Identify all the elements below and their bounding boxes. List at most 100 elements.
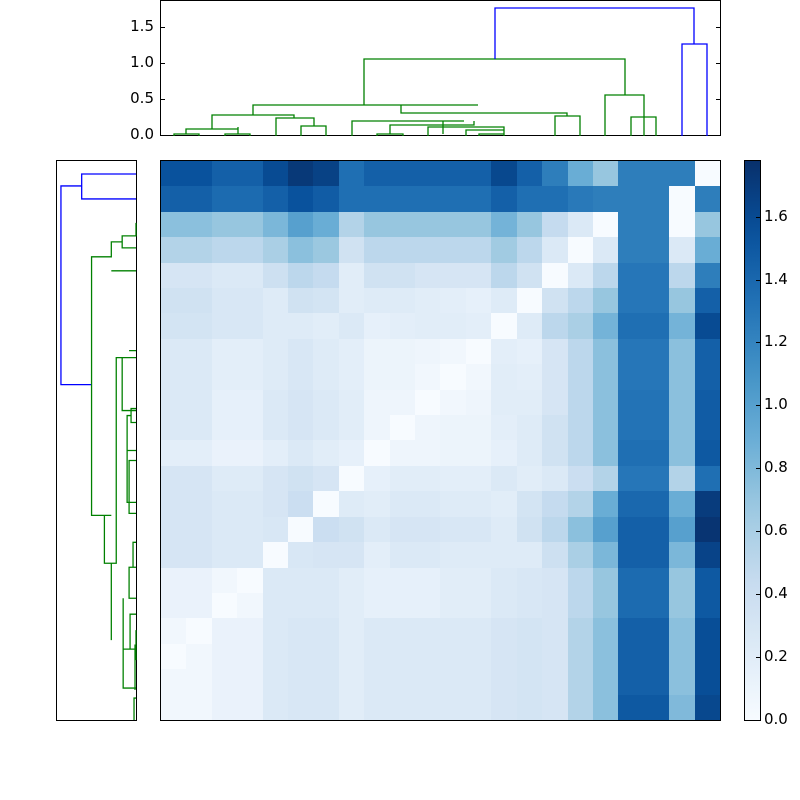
- heatmap-cell: [669, 338, 695, 365]
- heatmap-cell: [643, 211, 670, 238]
- heatmap-cell: [542, 237, 568, 263]
- heatmap-cell: [516, 186, 543, 212]
- heatmap-cell: [491, 618, 517, 644]
- heatmap-cell: [516, 592, 543, 619]
- heatmap-cell: [491, 567, 517, 593]
- heatmap-cell: [186, 389, 212, 416]
- heatmap-cell: [262, 542, 289, 568]
- heatmap-cell: [491, 669, 517, 695]
- heatmap-cell: [338, 186, 365, 212]
- heatmap-cell: [669, 237, 695, 263]
- heatmap-cell: [618, 415, 644, 441]
- heatmap-cell: [491, 516, 517, 543]
- heatmap-cell: [643, 440, 670, 466]
- heatmap-cell: [288, 313, 314, 339]
- heatmap-cell: [567, 288, 593, 314]
- heatmap-cell: [186, 491, 212, 517]
- heatmap-cell: [237, 161, 263, 187]
- heatmap-cell: [618, 516, 644, 543]
- heatmap-cell: [491, 161, 517, 187]
- heatmap-cell: [389, 288, 416, 314]
- heatmap-cell: [313, 516, 339, 543]
- heatmap-cell: [262, 516, 289, 543]
- heatmap-cell: [415, 542, 441, 568]
- heatmap-cell: [491, 694, 517, 720]
- heatmap-cell: [592, 389, 619, 416]
- heatmap-cell: [643, 618, 670, 644]
- heatmap-cell: [364, 643, 390, 670]
- heatmap-cell: [161, 669, 187, 695]
- heatmap-cell: [364, 338, 390, 365]
- heatmap-cell: [262, 237, 289, 263]
- heatmap-cell: [211, 440, 238, 466]
- heatmap-cell: [465, 415, 492, 441]
- heatmap-cell: [211, 465, 238, 492]
- heatmap-cell: [643, 186, 670, 212]
- heatmap-cell: [669, 618, 695, 644]
- heatmap-cell: [643, 389, 670, 416]
- heatmap-cell: [313, 237, 339, 263]
- heatmap-cell: [364, 237, 390, 263]
- colorbar-tick-label: 1.2: [764, 332, 788, 351]
- heatmap-cell: [161, 338, 187, 365]
- heatmap-cell: [694, 440, 720, 466]
- heatmap-cell: [618, 313, 644, 339]
- heatmap-cell: [262, 694, 289, 720]
- heatmap-cell: [211, 516, 238, 543]
- heatmap-cell: [288, 211, 314, 238]
- heatmap-cell: [618, 364, 644, 390]
- heatmap-cell: [440, 211, 466, 238]
- colorbar-tick-label: 1.0: [764, 395, 788, 414]
- heatmap-cell: [643, 592, 670, 619]
- heatmap-cell: [262, 567, 289, 593]
- colorbar-tick-label: 0.4: [764, 584, 788, 603]
- heatmap-cell: [669, 592, 695, 619]
- heatmap-cell: [389, 161, 416, 187]
- heatmap-cell: [491, 440, 517, 466]
- heatmap-cell: [516, 211, 543, 238]
- heatmap-cell: [516, 618, 543, 644]
- heatmap-cell: [592, 592, 619, 619]
- heatmap-cell: [288, 694, 314, 720]
- heatmap-cell: [567, 440, 593, 466]
- heatmap-cell: [415, 567, 441, 593]
- heatmap-cell: [161, 389, 187, 416]
- heatmap-cell: [237, 542, 263, 568]
- heatmap-cell: [516, 161, 543, 187]
- heatmap-cell: [211, 592, 238, 619]
- heatmap-cell: [415, 618, 441, 644]
- heatmap-cell: [211, 186, 238, 212]
- heatmap-cell: [592, 237, 619, 263]
- heatmap-cell: [313, 542, 339, 568]
- heatmap-cell: [338, 161, 365, 187]
- heatmap-cell: [338, 262, 365, 289]
- heatmap-cell: [465, 694, 492, 720]
- heatmap-cell: [288, 440, 314, 466]
- heatmap-cell: [567, 313, 593, 339]
- heatmap-cell: [491, 643, 517, 670]
- heatmap-cell: [237, 567, 263, 593]
- heatmap-cell: [542, 592, 568, 619]
- heatmap-cell: [364, 313, 390, 339]
- heatmap-cell: [440, 415, 466, 441]
- heatmap-cell: [516, 415, 543, 441]
- heatmap-cell: [415, 389, 441, 416]
- heatmap-cell: [516, 694, 543, 720]
- heatmap-cell: [389, 440, 416, 466]
- heatmap-cell: [465, 567, 492, 593]
- heatmap-cell: [338, 415, 365, 441]
- heatmap-cell: [338, 211, 365, 238]
- colorbar-tick: [756, 279, 760, 281]
- heatmap-cell: [262, 389, 289, 416]
- heatmap-cell: [288, 161, 314, 187]
- heatmap-cell: [491, 338, 517, 365]
- heatmap-cell: [237, 288, 263, 314]
- heatmap-cell: [262, 669, 289, 695]
- heatmap-cell: [440, 313, 466, 339]
- heatmap-cell: [669, 643, 695, 670]
- heatmap-cell: [415, 288, 441, 314]
- heatmap-cell: [643, 288, 670, 314]
- colorbar-tick-label: 0.0: [764, 710, 788, 728]
- heatmap-cell: [669, 567, 695, 593]
- heatmap-cell: [262, 643, 289, 670]
